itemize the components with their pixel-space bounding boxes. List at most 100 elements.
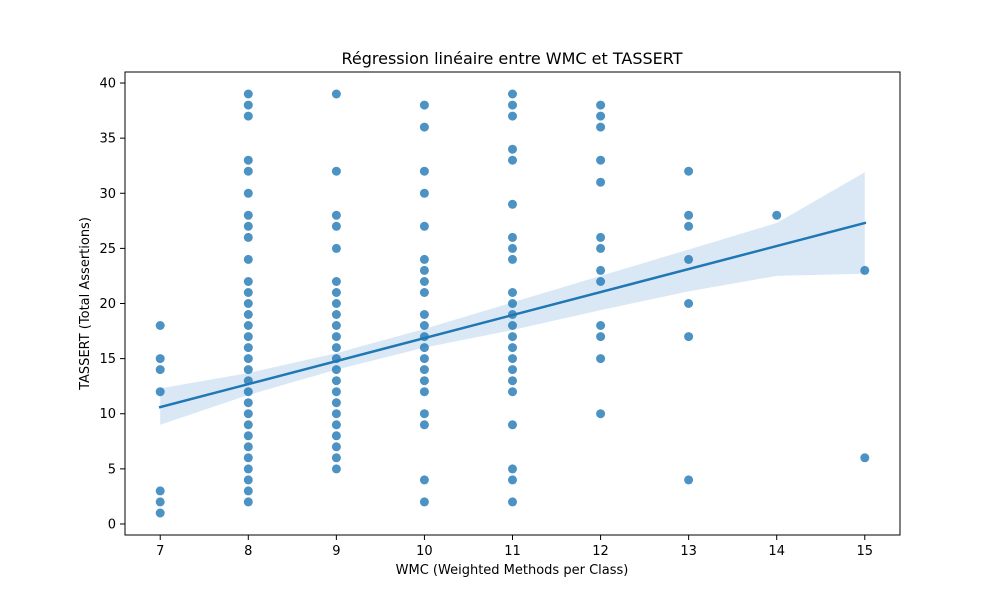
scatter-point bbox=[243, 321, 253, 330]
scatter-point bbox=[331, 321, 341, 330]
x-tick-label: 15 bbox=[856, 544, 873, 559]
scatter-point bbox=[331, 376, 341, 386]
scatter-point bbox=[419, 420, 429, 430]
scatter-point bbox=[596, 122, 606, 132]
scatter-point bbox=[331, 277, 341, 286]
scatter-point bbox=[243, 431, 253, 441]
scatter-point bbox=[508, 365, 517, 375]
scatter-point bbox=[155, 387, 165, 397]
x-axis-ticks: 7 8 9 10 11 12 13 14 15 bbox=[156, 535, 873, 559]
scatter-point bbox=[331, 442, 341, 452]
scatter-point bbox=[243, 420, 253, 430]
scatter-point bbox=[419, 343, 429, 353]
scatter-point bbox=[508, 254, 517, 264]
scatter-point bbox=[684, 221, 694, 231]
scatter-point bbox=[331, 89, 341, 99]
scatter-point bbox=[596, 321, 606, 330]
scatter-point bbox=[508, 199, 517, 209]
scatter-point bbox=[243, 254, 253, 264]
x-tick-label: 12 bbox=[592, 544, 609, 559]
scatter-point bbox=[596, 100, 606, 110]
scatter-point bbox=[419, 265, 429, 275]
y-tick-label: 40 bbox=[99, 77, 116, 92]
scatter-point bbox=[243, 464, 253, 474]
scatter-point bbox=[243, 232, 253, 242]
y-axis-ticks: 0 5 10 15 20 25 30 35 40 bbox=[99, 77, 125, 532]
scatter-point bbox=[508, 288, 517, 297]
x-tick-label: 9 bbox=[332, 544, 340, 559]
scatter-point bbox=[596, 277, 606, 286]
scatter-point bbox=[419, 475, 429, 485]
regression-line-layer bbox=[158, 221, 867, 409]
scatter-point bbox=[155, 365, 165, 375]
scatter-point bbox=[243, 486, 253, 496]
scatter-point bbox=[243, 111, 253, 121]
scatter-point bbox=[419, 277, 429, 286]
scatter-point bbox=[596, 232, 606, 242]
scatter-point bbox=[331, 464, 341, 474]
scatter-point bbox=[331, 243, 341, 253]
scatter-point bbox=[331, 453, 341, 463]
scatter-point bbox=[419, 221, 429, 231]
scatter-point bbox=[331, 343, 341, 353]
scatter-point bbox=[508, 100, 517, 110]
scatter-point bbox=[508, 321, 517, 330]
scatter-point bbox=[155, 497, 165, 507]
scatter-point bbox=[508, 155, 517, 165]
scatter-point bbox=[596, 155, 606, 165]
scatter-point bbox=[596, 265, 606, 275]
scatter-point bbox=[684, 254, 694, 264]
scatter-point bbox=[155, 321, 165, 330]
scatter-point bbox=[155, 508, 165, 518]
y-tick-label: 0 bbox=[108, 517, 116, 532]
scatter-point bbox=[331, 409, 341, 419]
scatter-point bbox=[243, 89, 253, 99]
x-axis-label: WMC (Weighted Methods per Class) bbox=[396, 563, 629, 578]
scatter-point bbox=[508, 111, 517, 121]
scatter-point bbox=[331, 365, 341, 375]
scatter-point bbox=[419, 310, 429, 319]
scatter-point bbox=[331, 398, 341, 408]
scatter-point bbox=[331, 420, 341, 430]
y-axis-label: TASSERT (Total Assertions) bbox=[78, 217, 93, 391]
scatter-point bbox=[508, 232, 517, 242]
scatter-point bbox=[419, 100, 429, 110]
regression-line bbox=[158, 221, 867, 409]
scatter-points-layer bbox=[155, 89, 870, 518]
y-tick-label: 30 bbox=[99, 187, 116, 202]
scatter-point bbox=[243, 409, 253, 419]
scatter-point bbox=[331, 332, 341, 342]
scatter-point bbox=[419, 188, 429, 198]
scatter-point bbox=[508, 343, 517, 353]
scatter-point bbox=[243, 221, 253, 231]
scatter-point bbox=[860, 453, 870, 463]
scatter-point bbox=[596, 354, 606, 364]
scatter-point bbox=[243, 475, 253, 485]
scatter-point bbox=[508, 387, 517, 397]
scatter-point bbox=[243, 365, 253, 375]
scatter-point bbox=[419, 497, 429, 507]
scatter-point bbox=[243, 155, 253, 165]
scatter-point bbox=[684, 166, 694, 176]
scatter-point bbox=[508, 420, 517, 430]
x-tick-label: 14 bbox=[768, 544, 785, 559]
scatter-point bbox=[331, 210, 341, 220]
scatter-point bbox=[243, 166, 253, 176]
scatter-point bbox=[419, 387, 429, 397]
scatter-point bbox=[243, 332, 253, 342]
scatter-point bbox=[419, 365, 429, 375]
scatter-point bbox=[508, 354, 517, 364]
scatter-point bbox=[243, 299, 253, 308]
x-tick-label: 13 bbox=[680, 544, 697, 559]
scatter-point bbox=[331, 166, 341, 176]
scatter-point bbox=[508, 144, 517, 154]
x-tick-label: 8 bbox=[244, 544, 252, 559]
y-tick-label: 15 bbox=[99, 352, 116, 367]
scatter-point bbox=[419, 166, 429, 176]
scatter-point bbox=[419, 122, 429, 132]
y-tick-label: 35 bbox=[99, 132, 116, 147]
y-tick-label: 10 bbox=[99, 407, 116, 422]
chart-title: Régression linéaire entre WMC et TASSERT bbox=[341, 49, 682, 68]
